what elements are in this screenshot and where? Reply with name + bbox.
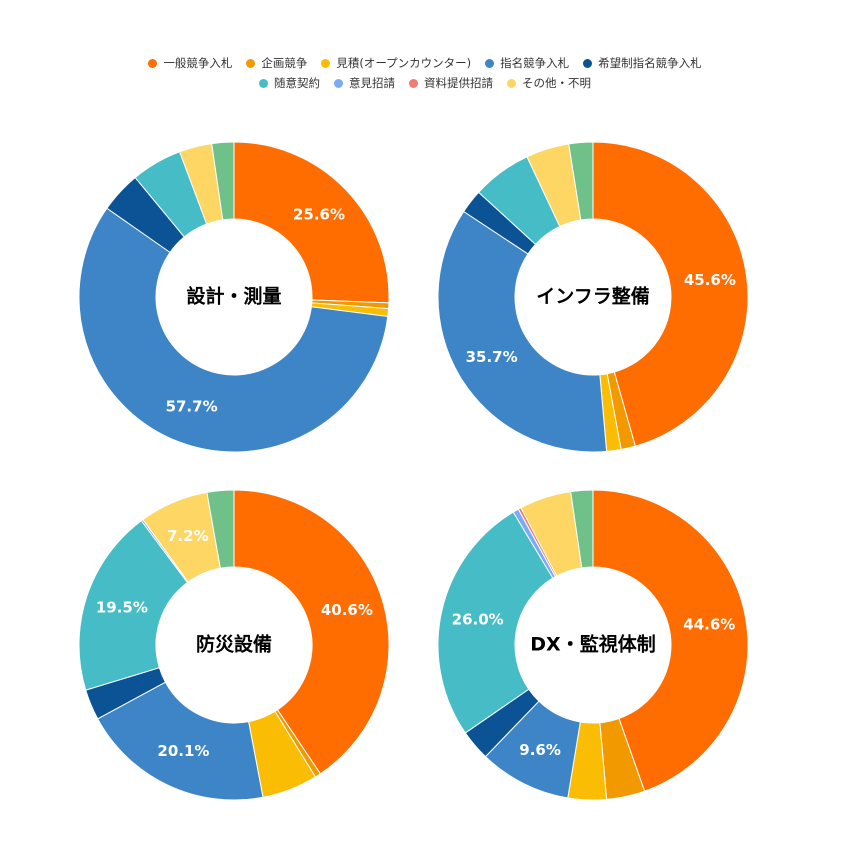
- chart-center-title: インフラ整備: [536, 285, 649, 308]
- donut-chart: 44.6% 9.6% 26.0% DX・監視体制: [437, 489, 749, 801]
- legend-swatch: [148, 58, 158, 68]
- donut-slice[interactable]: [97, 681, 264, 801]
- legend-label: 意見招請: [349, 75, 395, 90]
- legend-item[interactable]: 企画競争: [246, 53, 307, 73]
- slice-percent-label: 40.6%: [321, 601, 373, 619]
- legend-label: 一般競争入札: [163, 55, 233, 70]
- legend: 一般競争入札 企画競争 見積(オープンカウンター) 指名競争入札 希望制指名競争入札随意…: [0, 52, 850, 92]
- donut-slice[interactable]: [570, 489, 594, 569]
- legend-item[interactable]: 見積(オープンカウンター): [321, 53, 471, 73]
- donut-slice[interactable]: [592, 489, 749, 792]
- legend-row: 一般競争入札 企画競争 見積(オープンカウンター) 指名競争入札 希望制指名競争入札: [0, 52, 850, 72]
- donut-slice[interactable]: [437, 210, 608, 453]
- donut-chart: 40.6% 20.1% 19.5% 7.2% 防災設備: [78, 489, 390, 801]
- legend-swatch: [507, 78, 516, 88]
- chart-center-title: 防災設備: [196, 633, 272, 656]
- legend-row: 随意契約 意見招請 資料提供招請 その他・不明: [0, 72, 850, 92]
- legend-item[interactable]: 意見招請: [334, 73, 395, 93]
- slice-percent-label: 26.0%: [452, 610, 504, 628]
- legend-swatch: [583, 58, 593, 68]
- donut-chart: 25.6% 57.7% 設計・測量: [78, 141, 390, 453]
- legend-label: 希望制指名競争入札: [598, 55, 702, 70]
- donut-slice[interactable]: [206, 489, 235, 569]
- legend-swatch: [246, 58, 256, 68]
- legend-label: その他・不明: [522, 75, 591, 90]
- legend-item[interactable]: 希望制指名競争入札: [583, 53, 702, 73]
- donut-slice[interactable]: [78, 207, 389, 453]
- legend-item[interactable]: 一般競争入札: [148, 53, 232, 73]
- legend-swatch: [485, 58, 495, 68]
- slice-percent-label: 19.5%: [96, 599, 148, 617]
- legend-swatch: [259, 78, 268, 88]
- slice-percent-label: 44.6%: [683, 616, 735, 634]
- legend-swatch: [409, 78, 418, 88]
- slice-percent-label: 9.6%: [519, 741, 561, 759]
- donut-slice[interactable]: [211, 141, 235, 221]
- legend-item[interactable]: 随意契約: [259, 73, 320, 93]
- slice-percent-label: 7.2%: [167, 527, 209, 545]
- legend-label: 資料提供招請: [424, 75, 493, 90]
- donut-slice[interactable]: [233, 141, 390, 304]
- legend-swatch: [321, 58, 331, 68]
- legend-label: 随意契約: [274, 75, 320, 90]
- legend-label: 見積(オープンカウンター): [336, 55, 472, 70]
- donut-slice[interactable]: [568, 141, 594, 221]
- legend-swatch: [334, 78, 343, 88]
- legend-item[interactable]: その他・不明: [507, 73, 591, 93]
- chart-center-title: 設計・測量: [186, 285, 281, 308]
- slice-percent-label: 35.7%: [466, 348, 518, 366]
- chart-center-title: DX・監視体制: [530, 633, 655, 656]
- legend-item[interactable]: 資料提供招請: [409, 73, 493, 93]
- legend-label: 指名競争入札: [500, 55, 570, 70]
- slice-percent-label: 20.1%: [157, 742, 209, 760]
- donut-slice[interactable]: [437, 511, 554, 734]
- slice-percent-label: 57.7%: [166, 398, 218, 416]
- donut-slice[interactable]: [78, 520, 189, 691]
- legend-label: 企画競争: [261, 55, 308, 70]
- legend-item[interactable]: 指名競争入札: [485, 53, 569, 73]
- donut-slice[interactable]: [592, 141, 749, 447]
- donut-slice[interactable]: [233, 489, 390, 775]
- slice-percent-label: 45.6%: [684, 271, 736, 289]
- slice-percent-label: 25.6%: [293, 206, 345, 224]
- donut-chart: 45.6% 35.7% インフラ整備: [437, 141, 749, 453]
